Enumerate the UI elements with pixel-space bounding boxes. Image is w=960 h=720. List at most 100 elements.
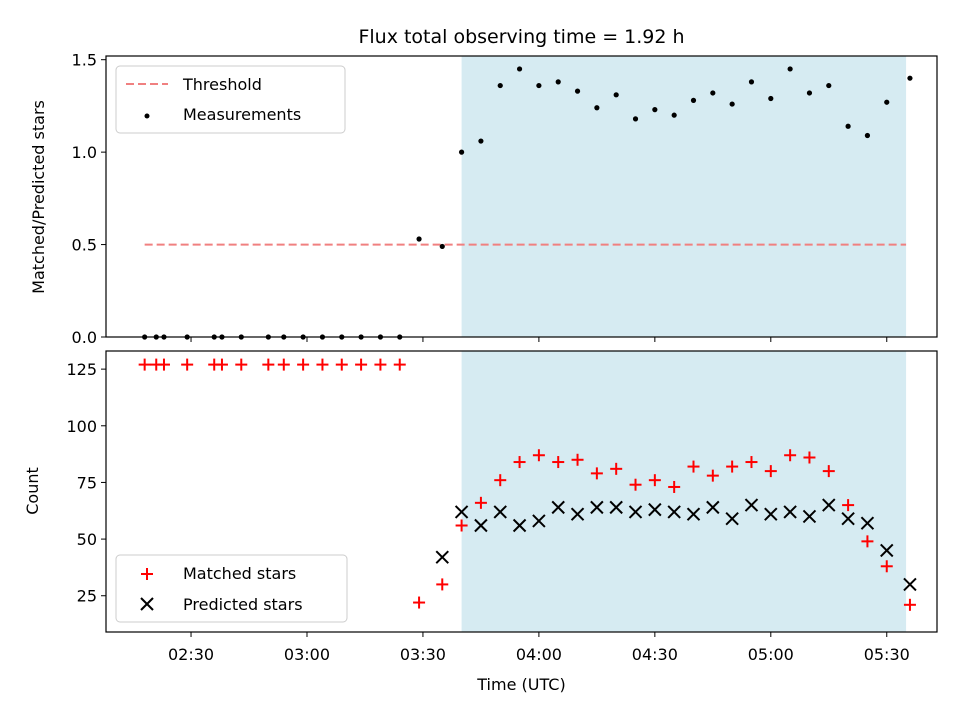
predicted-stars-point <box>590 500 604 515</box>
predicted-stars-point <box>609 500 623 515</box>
legend-measurements-marker <box>144 113 150 119</box>
measurement-point <box>671 112 677 118</box>
legend-predicted-label: Predicted stars <box>183 595 303 614</box>
predicted-stars-point <box>532 514 546 528</box>
measurement-point <box>845 123 851 129</box>
x-tick-label: 05:30 <box>864 645 910 664</box>
x-tick-label: 02:30 <box>168 645 214 664</box>
predicted-stars-point <box>880 543 894 558</box>
matched-stars-point <box>513 456 526 469</box>
measurement-point <box>439 243 445 250</box>
predicted-stars-point <box>551 500 565 515</box>
top-y-tick-label: 0.0 <box>72 328 97 347</box>
matched-stars-point <box>138 358 151 371</box>
measurement-point <box>458 149 465 155</box>
matched-stars-point <box>590 467 603 480</box>
chart-title: Flux total observing time = 1.92 h <box>358 26 684 48</box>
matched-stars-point <box>355 358 368 371</box>
matched-stars-point <box>277 358 290 371</box>
measurement-point <box>690 97 697 103</box>
matched-stars-point <box>474 496 487 509</box>
bottom-y-tick-label: 100 <box>66 417 97 436</box>
matched-stars-point <box>393 358 406 371</box>
measurement-point <box>416 236 422 242</box>
x-tick-label: 04:30 <box>632 645 678 664</box>
matched-stars-point <box>880 560 893 573</box>
x-tick-label: 03:30 <box>400 645 446 664</box>
predicted-stars-point <box>802 509 817 524</box>
x-tick-label: 05:00 <box>748 645 794 664</box>
matched-stars-point <box>629 478 642 491</box>
measurement-point <box>574 88 581 94</box>
top-shaded-region <box>461 56 907 337</box>
matched-stars-point <box>903 598 916 611</box>
top-y-tick-label: 1.5 <box>72 51 97 70</box>
matched-stars-point <box>803 451 816 464</box>
matched-stars-point <box>494 474 507 487</box>
predicted-stars-point <box>474 518 488 533</box>
x-tick-label: 03:00 <box>284 645 330 664</box>
measurement-point <box>594 105 600 111</box>
matched-stars-point <box>648 474 661 487</box>
legend-measurements-label: Measurements <box>183 105 301 124</box>
matched-stars-point <box>726 460 739 473</box>
x-axis-label: Time (UTC) <box>476 675 565 694</box>
matched-stars-point <box>297 358 310 371</box>
matched-stars-point <box>822 465 835 478</box>
predicted-stars-point <box>725 511 739 526</box>
predicted-stars-point <box>764 507 778 521</box>
matched-stars-point <box>374 358 387 371</box>
matched-stars-point <box>335 358 348 371</box>
matched-stars-point <box>181 358 194 371</box>
top-y-tick-label: 0.5 <box>72 236 97 255</box>
measurement-point <box>632 116 639 122</box>
matched-stars-point <box>861 535 874 548</box>
matched-stars-point <box>706 469 719 482</box>
measurement-point <box>806 90 813 96</box>
bottom-y-tick-label: 75 <box>77 473 97 492</box>
bottom-shaded-region <box>461 351 907 632</box>
predicted-stars-point <box>493 505 507 519</box>
measurement-point <box>478 138 484 144</box>
matched-stars-point <box>571 453 584 466</box>
matched-stars-point <box>668 480 681 493</box>
predicted-stars-point <box>860 516 875 530</box>
matched-stars-point <box>436 578 449 591</box>
bottom-y-tick-label: 50 <box>77 530 97 549</box>
predicted-stars-point <box>512 518 527 533</box>
top-plot-frame <box>105 55 938 338</box>
bottom-legend: Matched stars Predicted stars <box>115 554 348 623</box>
measurement-point <box>864 132 871 139</box>
matched-stars-point <box>784 449 797 462</box>
measurement-point <box>555 79 561 85</box>
top-legend: Threshold Measurements <box>115 65 346 134</box>
matched-stars-point <box>764 465 777 478</box>
measurement-point <box>516 66 523 72</box>
legend-matched-label: Matched stars <box>183 564 296 583</box>
legend-predicted-marker <box>140 597 154 611</box>
matched-stars-point <box>157 358 170 371</box>
measurement-point <box>768 95 774 102</box>
predicted-stars-point <box>667 505 681 519</box>
measurement-point <box>748 79 755 85</box>
matched-stars-point <box>745 456 758 469</box>
matched-stars-point <box>316 358 329 371</box>
predicted-stars-point <box>783 505 797 519</box>
matched-stars-point <box>610 462 623 475</box>
matched-stars-point <box>215 358 228 371</box>
measurement-point <box>710 90 716 96</box>
matched-stars-point <box>842 499 855 512</box>
matched-stars-point <box>455 519 468 532</box>
x-tick-label: 04:00 <box>516 645 562 664</box>
measurement-point <box>884 99 890 105</box>
predicted-stars-point <box>454 505 469 519</box>
measurement-point <box>907 75 913 81</box>
predicted-stars-point <box>435 550 449 564</box>
predicted-stars-point <box>648 502 662 517</box>
measurement-point <box>497 82 503 89</box>
legend-threshold-label: Threshold <box>182 75 262 94</box>
predicted-stars-point <box>686 507 701 521</box>
predicted-stars-point <box>903 577 917 592</box>
measurement-point <box>536 82 542 89</box>
